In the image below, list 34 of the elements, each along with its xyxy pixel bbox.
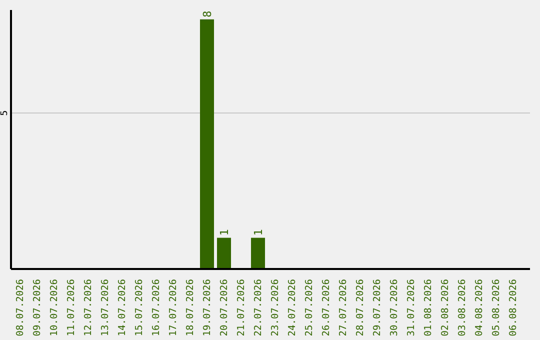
x-tick-label: 08.07.2026 bbox=[14, 278, 26, 336]
x-tick-label: 23.07.2026 bbox=[270, 278, 281, 336]
x-tick-label: 15.07.2026 bbox=[134, 278, 145, 336]
x-tick-label: 13.07.2026 bbox=[100, 278, 111, 336]
x-tick-label: 03.08.2026 bbox=[456, 278, 468, 336]
data-label: 1 bbox=[218, 229, 231, 236]
x-tick-label: 19.07.2026 bbox=[202, 278, 213, 336]
x-tick-label: 25.07.2026 bbox=[304, 278, 315, 336]
data-label: 8 bbox=[201, 10, 214, 18]
x-tick-label: 14.07.2026 bbox=[116, 278, 128, 336]
x-tick-label: 10.07.2026 bbox=[48, 278, 60, 336]
x-tick-label: 16.07.2026 bbox=[150, 278, 162, 336]
data-label: 1 bbox=[252, 229, 265, 236]
x-tick-label: 01.08.2026 bbox=[422, 278, 434, 336]
x-tick-label: 04.08.2026 bbox=[474, 278, 485, 336]
y-tick-label: 5 bbox=[0, 110, 10, 116]
x-tick-label: 09.07.2026 bbox=[32, 278, 43, 336]
x-tick-label: 27.07.2026 bbox=[338, 278, 349, 336]
x-tick-label: 02.08.2026 bbox=[440, 278, 451, 336]
x-tick-label: 22.07.2026 bbox=[252, 278, 264, 336]
x-tick-label: 28.07.2026 bbox=[354, 278, 366, 336]
x-tick-label: 18.07.2026 bbox=[184, 278, 196, 336]
x-tick-label: 17.07.2026 bbox=[168, 278, 179, 336]
x-tick-label: 26.07.2026 bbox=[320, 278, 332, 336]
x-tick-label: 11.07.2026 bbox=[66, 278, 77, 336]
x-tick-label: 06.08.2026 bbox=[508, 278, 519, 336]
x-tick-label: 30.07.2026 bbox=[388, 278, 400, 336]
x-tick-label: 29.07.2026 bbox=[372, 278, 383, 336]
x-tick-label: 31.07.2026 bbox=[406, 278, 417, 336]
x-tick-label: 20.07.2026 bbox=[218, 278, 230, 336]
x-tick-label: 24.07.2026 bbox=[286, 278, 298, 336]
x-tick-label: 05.08.2026 bbox=[490, 278, 502, 336]
x-tick-label: 21.07.2026 bbox=[236, 278, 247, 336]
x-tick-label: 12.07.2026 bbox=[82, 278, 94, 336]
